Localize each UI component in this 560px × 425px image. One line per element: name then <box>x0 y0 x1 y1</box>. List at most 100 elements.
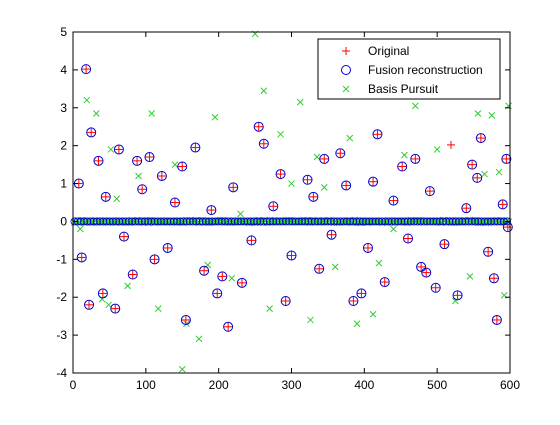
data-point <box>269 202 278 211</box>
data-point <box>484 247 493 256</box>
data-point <box>416 261 427 272</box>
data-point <box>128 270 137 279</box>
data-point <box>76 252 87 263</box>
data-point <box>280 296 291 307</box>
legend-label: Basis Pursuit <box>368 82 439 96</box>
y-tick-label: 0 <box>60 214 67 228</box>
x-tick-label: 100 <box>136 378 156 392</box>
data-point <box>183 320 190 328</box>
data-point <box>389 196 398 205</box>
data-point <box>237 210 244 218</box>
data-point <box>314 263 325 274</box>
data-point <box>118 231 129 242</box>
data-point <box>498 200 507 209</box>
data-point <box>124 282 131 290</box>
data-point <box>181 315 190 324</box>
data-point <box>467 159 478 170</box>
data-point <box>296 98 304 106</box>
data-point <box>439 239 450 250</box>
data-point <box>349 297 358 306</box>
data-point <box>213 289 222 298</box>
data-point <box>171 161 179 168</box>
chart-marks <box>70 30 513 373</box>
data-point <box>212 288 223 299</box>
data-point <box>353 320 361 328</box>
data-point <box>447 140 456 149</box>
data-point <box>266 305 274 312</box>
data-point <box>224 322 233 331</box>
data-point <box>177 161 188 172</box>
data-point <box>204 261 212 269</box>
data-point <box>410 153 421 164</box>
data-point <box>84 299 95 310</box>
data-point <box>258 138 269 149</box>
data-point <box>247 236 256 245</box>
data-point <box>170 198 179 207</box>
data-point <box>246 235 257 246</box>
data-point <box>132 155 143 166</box>
data-point <box>369 177 378 186</box>
data-point <box>110 303 121 314</box>
data-point <box>462 204 471 213</box>
data-point <box>150 255 159 264</box>
series-fusion-reconstruction <box>73 64 513 332</box>
data-point <box>313 153 321 161</box>
y-tick-label: 3 <box>60 101 67 115</box>
data-point <box>85 300 94 309</box>
data-point <box>275 169 286 180</box>
data-point <box>461 203 472 214</box>
data-point <box>133 156 142 165</box>
data-point <box>404 234 413 243</box>
data-point <box>388 195 399 206</box>
y-tick-label: 5 <box>60 25 67 39</box>
data-point <box>368 176 379 187</box>
data-point <box>100 191 111 202</box>
data-point <box>417 262 426 271</box>
legend-marker <box>341 65 351 75</box>
data-point <box>468 160 477 169</box>
data-point <box>433 146 441 153</box>
data-point <box>502 222 513 233</box>
data-point <box>229 183 238 192</box>
y-tick-label: 1 <box>60 177 67 191</box>
data-point <box>92 110 100 117</box>
data-point <box>356 288 367 299</box>
data-point <box>81 64 92 75</box>
data-point <box>144 152 155 163</box>
legend-label: Fusion reconstruction <box>368 63 483 77</box>
data-point <box>319 153 330 164</box>
y-tick-label: -1 <box>56 252 67 266</box>
data-point <box>302 174 313 185</box>
data-point <box>488 112 496 119</box>
data-point <box>491 314 502 325</box>
data-point <box>497 199 508 210</box>
data-point <box>162 242 173 253</box>
data-point <box>178 365 186 373</box>
data-point <box>111 304 120 313</box>
data-point <box>452 290 463 301</box>
data-point <box>276 170 285 179</box>
data-point <box>119 232 128 241</box>
data-point <box>82 65 91 74</box>
data-point <box>178 162 187 171</box>
data-point <box>411 102 419 110</box>
data-point <box>228 182 239 193</box>
data-point <box>411 154 420 163</box>
data-point <box>488 273 499 284</box>
data-point <box>149 254 160 265</box>
data-point <box>281 297 290 306</box>
data-point <box>199 265 210 276</box>
data-point <box>326 229 337 240</box>
legend-box <box>317 38 501 100</box>
data-point <box>169 197 180 208</box>
data-point <box>309 192 318 201</box>
data-point <box>501 153 512 164</box>
data-point <box>425 187 434 196</box>
data-point <box>431 283 440 292</box>
data-point <box>113 144 124 155</box>
y-tick-label: -2 <box>56 290 67 304</box>
data-point <box>86 127 97 138</box>
data-point <box>375 259 383 267</box>
data-point <box>357 289 366 298</box>
